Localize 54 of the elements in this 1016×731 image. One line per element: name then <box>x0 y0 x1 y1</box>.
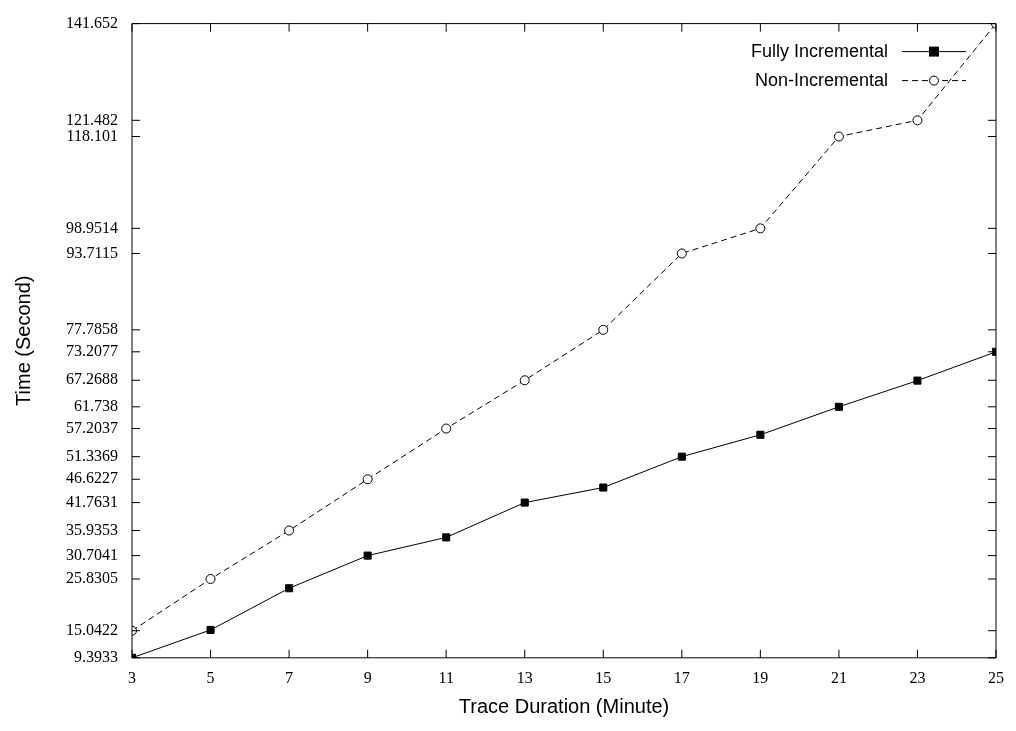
point <box>363 551 372 560</box>
legend-label: Non-Incremental <box>754 69 888 90</box>
point <box>442 533 451 542</box>
x-tick-label: 19 <box>752 668 769 686</box>
y-tick-label: 41.7631 <box>66 492 118 510</box>
y-tick-label: 118.101 <box>66 126 118 144</box>
y-tick-label: 9.3933 <box>74 648 118 665</box>
point <box>598 324 609 335</box>
point <box>206 625 215 634</box>
y-tick-label: 73.2077 <box>66 342 118 359</box>
y-tick-label: 51.3369 <box>66 446 118 464</box>
legend-label: Fully Incremental <box>750 40 888 61</box>
point <box>834 402 843 411</box>
point <box>833 131 844 142</box>
point <box>913 376 922 385</box>
y-tick-label: 57.2037 <box>66 418 118 436</box>
y-tick-label: 30.7041 <box>66 545 118 563</box>
y-tick-label: 98.9514 <box>66 218 118 236</box>
x-tick-label: 3 <box>128 668 136 686</box>
point <box>756 430 765 439</box>
point <box>677 452 686 461</box>
x-tick-label: 23 <box>909 668 926 686</box>
x-axis-title: Trace Duration (Minute) <box>458 694 670 717</box>
y-tick-label: 46.6227 <box>66 469 118 487</box>
y-tick-label: 121.482 <box>66 110 118 128</box>
point <box>676 248 687 259</box>
y-tick-label: 15.0422 <box>66 620 118 638</box>
x-tick-label: 21 <box>830 668 847 686</box>
y-tick-label: 141.652 <box>66 13 118 31</box>
point <box>284 525 295 536</box>
point <box>755 223 766 234</box>
point <box>362 474 373 485</box>
x-tick-label: 25 <box>988 668 1004 686</box>
x-tick-label: 9 <box>363 668 372 686</box>
y-tick-label: 61.738 <box>74 397 118 414</box>
point <box>205 573 216 584</box>
point <box>519 375 530 386</box>
y-tick-label: 67.2688 <box>66 370 118 388</box>
x-tick-label: 5 <box>206 668 215 686</box>
x-tick-label: 15 <box>595 668 612 686</box>
y-tick-label: 25.8305 <box>66 569 118 587</box>
x-tick-label: 13 <box>516 668 533 686</box>
point <box>912 115 923 126</box>
point <box>441 423 452 434</box>
point <box>599 483 608 492</box>
point <box>285 584 294 593</box>
y-axis-title: Time (Second) <box>11 275 34 406</box>
y-tick-label: 93.7115 <box>66 243 118 261</box>
x-tick-label: 11 <box>438 668 454 686</box>
y-tick-label: 35.9353 <box>66 520 118 538</box>
x-tick-label: 7 <box>285 668 294 686</box>
x-tick-label: 17 <box>673 668 690 686</box>
point <box>520 498 529 507</box>
y-tick-label: 77.7858 <box>66 320 118 338</box>
